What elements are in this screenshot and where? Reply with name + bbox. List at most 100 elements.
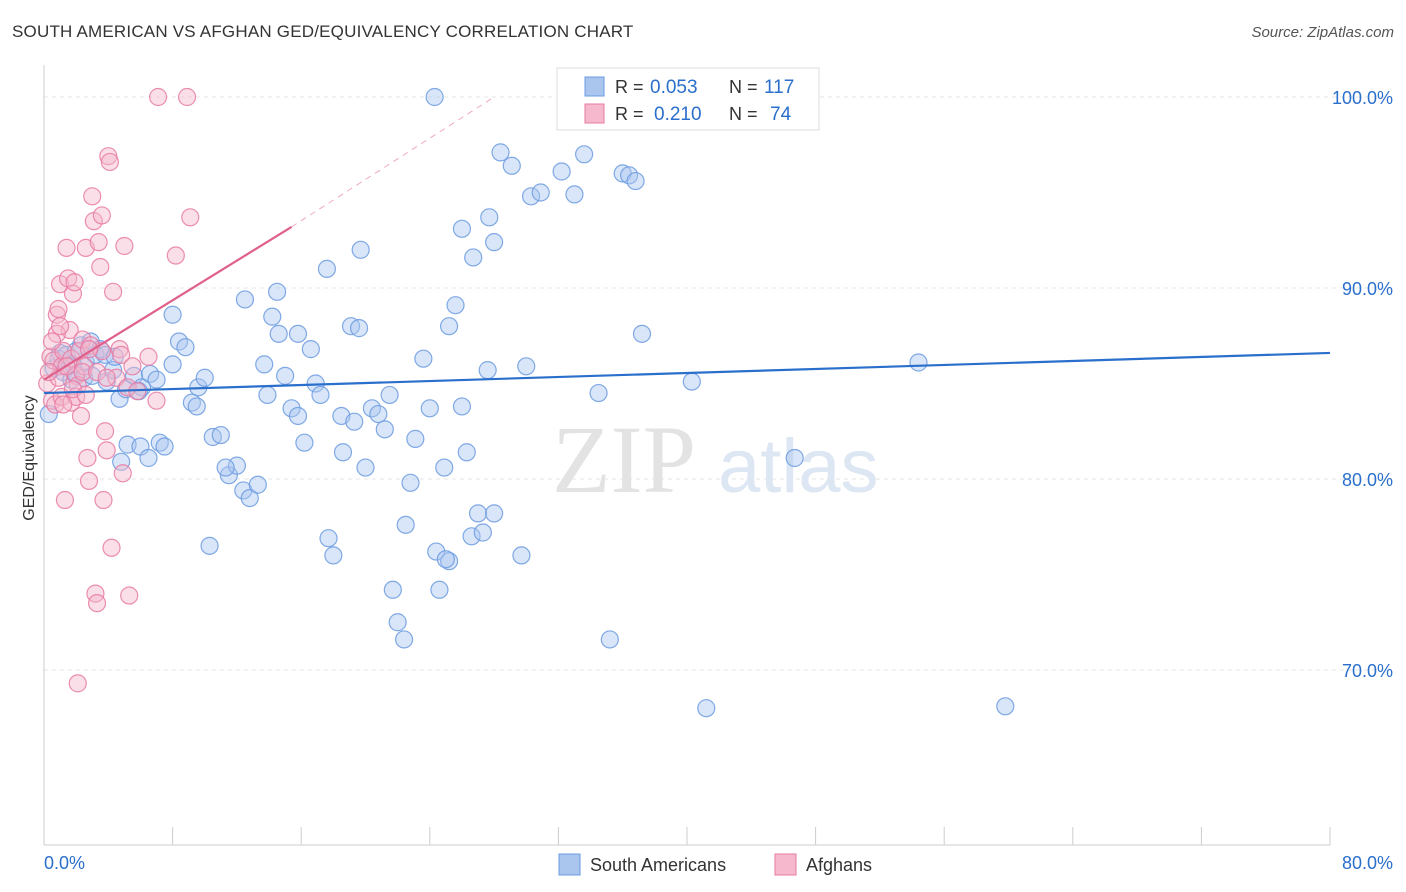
point-south-americans bbox=[396, 515, 415, 534]
chart-title: SOUTH AMERICAN VS AFGHAN GED/EQUIVALENCY… bbox=[12, 22, 634, 41]
point-south-americans bbox=[319, 529, 338, 548]
point-south-americans bbox=[485, 504, 504, 523]
point-south-americans bbox=[491, 143, 510, 162]
point-south-americans bbox=[468, 504, 488, 523]
point-afghans bbox=[92, 206, 111, 225]
point-south-americans bbox=[632, 324, 652, 343]
stats-n-label-1: N = bbox=[729, 77, 758, 97]
point-south-americans bbox=[517, 357, 536, 376]
point-afghans bbox=[79, 471, 99, 491]
point-south-americans bbox=[452, 397, 472, 416]
point-south-americans bbox=[406, 429, 425, 448]
point-south-americans bbox=[187, 397, 206, 416]
point-south-americans bbox=[356, 458, 375, 477]
point-south-americans bbox=[176, 338, 195, 357]
point-afghans bbox=[86, 584, 105, 603]
point-afghans bbox=[166, 246, 185, 265]
y-axis-label: GED/Equivalency bbox=[21, 395, 38, 520]
legend-swatch-south-americans[interactable] bbox=[558, 853, 581, 876]
point-afghans bbox=[65, 273, 84, 292]
series-legend: South Americans Afghans bbox=[558, 853, 872, 876]
point-south-americans bbox=[375, 420, 394, 439]
point-afghans bbox=[97, 441, 116, 460]
point-afghans bbox=[147, 391, 166, 410]
point-afghans bbox=[87, 362, 107, 382]
point-afghans bbox=[76, 385, 95, 405]
stats-swatch-afghans bbox=[584, 103, 605, 124]
point-south-americans bbox=[394, 630, 414, 649]
trend-line-afghans bbox=[43, 225, 293, 381]
point-afghans bbox=[104, 282, 123, 301]
point-south-americans bbox=[439, 552, 459, 571]
point-afghans bbox=[95, 422, 115, 441]
point-afghans bbox=[87, 594, 107, 613]
point-afghans bbox=[50, 317, 70, 336]
point-south-americans bbox=[531, 183, 550, 202]
point-south-americans bbox=[311, 385, 330, 405]
point-afghans bbox=[57, 238, 76, 257]
point-afghans bbox=[91, 257, 110, 277]
watermark-zip: ZIP bbox=[552, 406, 696, 513]
point-south-americans bbox=[401, 473, 420, 492]
grid-lines bbox=[44, 96, 1393, 671]
point-south-americans bbox=[282, 399, 301, 418]
point-south-americans bbox=[267, 282, 287, 301]
point-south-americans bbox=[430, 580, 449, 599]
point-south-americans bbox=[139, 448, 158, 468]
point-south-americans bbox=[163, 355, 182, 374]
point-south-americans bbox=[295, 433, 314, 452]
point-south-americans bbox=[288, 406, 308, 426]
y-tick-label: 70.0% bbox=[1342, 661, 1393, 681]
stats-n-value-1: 117 bbox=[764, 77, 794, 98]
point-afghans bbox=[73, 362, 92, 382]
stats-swatch-south-americans bbox=[584, 76, 605, 97]
point-south-americans bbox=[155, 437, 174, 456]
point-afghans bbox=[112, 345, 131, 364]
stats-r-label-1: R = bbox=[615, 77, 644, 97]
point-south-americans bbox=[388, 613, 407, 632]
y-tick-label: 100.0% bbox=[1332, 88, 1393, 108]
point-south-americans bbox=[427, 542, 446, 561]
watermark-atlas: atlas bbox=[718, 424, 879, 509]
point-south-americans bbox=[697, 699, 716, 718]
legend-label-afghans[interactable]: Afghans bbox=[806, 855, 872, 875]
point-south-americans bbox=[195, 368, 214, 387]
point-afghans bbox=[94, 490, 113, 510]
point-south-americans bbox=[324, 546, 343, 565]
point-afghans bbox=[149, 87, 168, 107]
trend-extension-afghans bbox=[291, 96, 495, 228]
legend-swatch-afghans[interactable] bbox=[774, 853, 797, 876]
point-afghans bbox=[177, 87, 197, 107]
tick-labels: 70.0% 80.0% 90.0% 100.0% 0.0% 80.0% bbox=[44, 88, 1393, 873]
point-south-americans bbox=[317, 259, 337, 278]
point-south-americans bbox=[258, 385, 277, 405]
point-south-americans bbox=[452, 219, 472, 238]
point-south-americans bbox=[276, 366, 295, 385]
x-tick-label-min: 0.0% bbox=[44, 853, 85, 873]
watermark: ZIP atlas bbox=[552, 406, 879, 513]
point-south-americans bbox=[269, 324, 288, 343]
point-south-americans bbox=[565, 185, 584, 204]
point-south-americans bbox=[211, 425, 230, 445]
point-afghans bbox=[71, 406, 91, 426]
point-afghans bbox=[42, 332, 62, 351]
point-south-americans bbox=[380, 385, 399, 405]
point-south-americans bbox=[414, 349, 433, 368]
stats-r-value-1: 0.053 bbox=[650, 77, 698, 98]
point-south-americans bbox=[255, 355, 274, 374]
data-points bbox=[38, 87, 1015, 718]
point-south-americans bbox=[349, 319, 369, 338]
point-afghans bbox=[63, 284, 83, 303]
point-south-americans bbox=[288, 324, 308, 343]
point-south-americans bbox=[39, 404, 58, 424]
point-south-americans bbox=[485, 233, 504, 252]
point-south-americans bbox=[425, 87, 444, 107]
point-south-americans bbox=[435, 458, 454, 477]
point-south-americans bbox=[420, 399, 439, 418]
point-afghans bbox=[83, 187, 102, 206]
legend-label-south-americans[interactable]: South Americans bbox=[590, 855, 726, 875]
point-south-americans bbox=[163, 305, 182, 324]
point-afghans bbox=[78, 448, 97, 468]
point-south-americans bbox=[112, 452, 131, 471]
